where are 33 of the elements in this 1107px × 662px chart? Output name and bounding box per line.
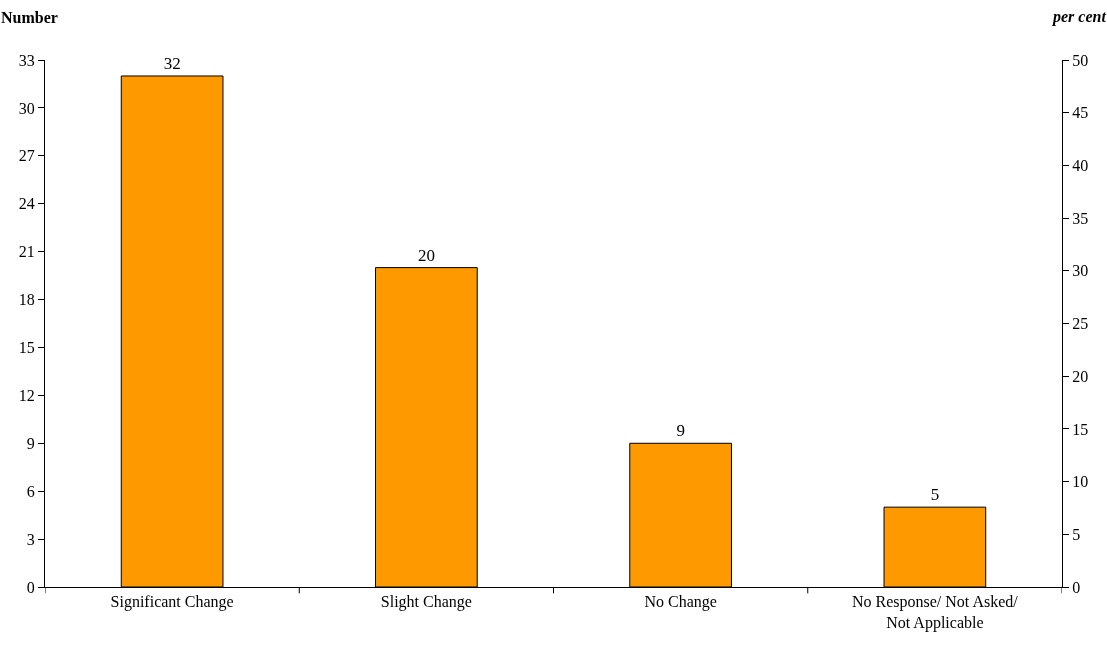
x-tick-label: Significant Change <box>110 593 234 612</box>
y2-tick-label: 10 <box>1072 473 1089 491</box>
y-tick-label: 30 <box>18 99 35 117</box>
y-tick-label: 12 <box>18 386 35 404</box>
y-tick-label: 33 <box>18 51 35 69</box>
y-tick-label: 6 <box>26 482 35 500</box>
y-tick-label: 3 <box>26 530 35 548</box>
y2-tick-label: 0 <box>1072 578 1081 596</box>
y2-tick-label: 50 <box>1072 51 1089 69</box>
x-tick-label: No Change <box>644 593 717 612</box>
data-label: 9 <box>676 421 685 441</box>
y2-tick-label: 30 <box>1072 262 1089 280</box>
y-axis-title: Number <box>1 9 58 26</box>
x-tick-label: No Response/ Not Asked/ Not Applicable <box>851 593 1019 632</box>
y2-tick-label: 45 <box>1072 104 1089 122</box>
y-tick-label: 9 <box>26 434 35 452</box>
y2-tick-label: 5 <box>1072 525 1081 543</box>
y2-tick-label: 25 <box>1072 315 1089 333</box>
data-label: 5 <box>930 485 940 505</box>
x-tick-label: Slight Change <box>380 593 472 612</box>
y2-tick-label: 35 <box>1072 209 1089 227</box>
y-tick-label: 24 <box>18 195 35 213</box>
y-tick-label: 0 <box>26 578 35 596</box>
y2-axis-title: per cent <box>1051 8 1107 26</box>
y-tick-label: 18 <box>18 291 35 309</box>
y2-tick-label: 20 <box>1072 367 1089 385</box>
y2-tick-label: 15 <box>1072 420 1089 438</box>
y-tick-label: 15 <box>18 339 35 357</box>
y2-tick-label: 40 <box>1072 157 1089 174</box>
y-tick-label: 27 <box>18 147 35 165</box>
data-label: 32 <box>163 53 181 73</box>
y-tick-label: 21 <box>18 243 35 261</box>
data-label: 20 <box>417 245 435 265</box>
